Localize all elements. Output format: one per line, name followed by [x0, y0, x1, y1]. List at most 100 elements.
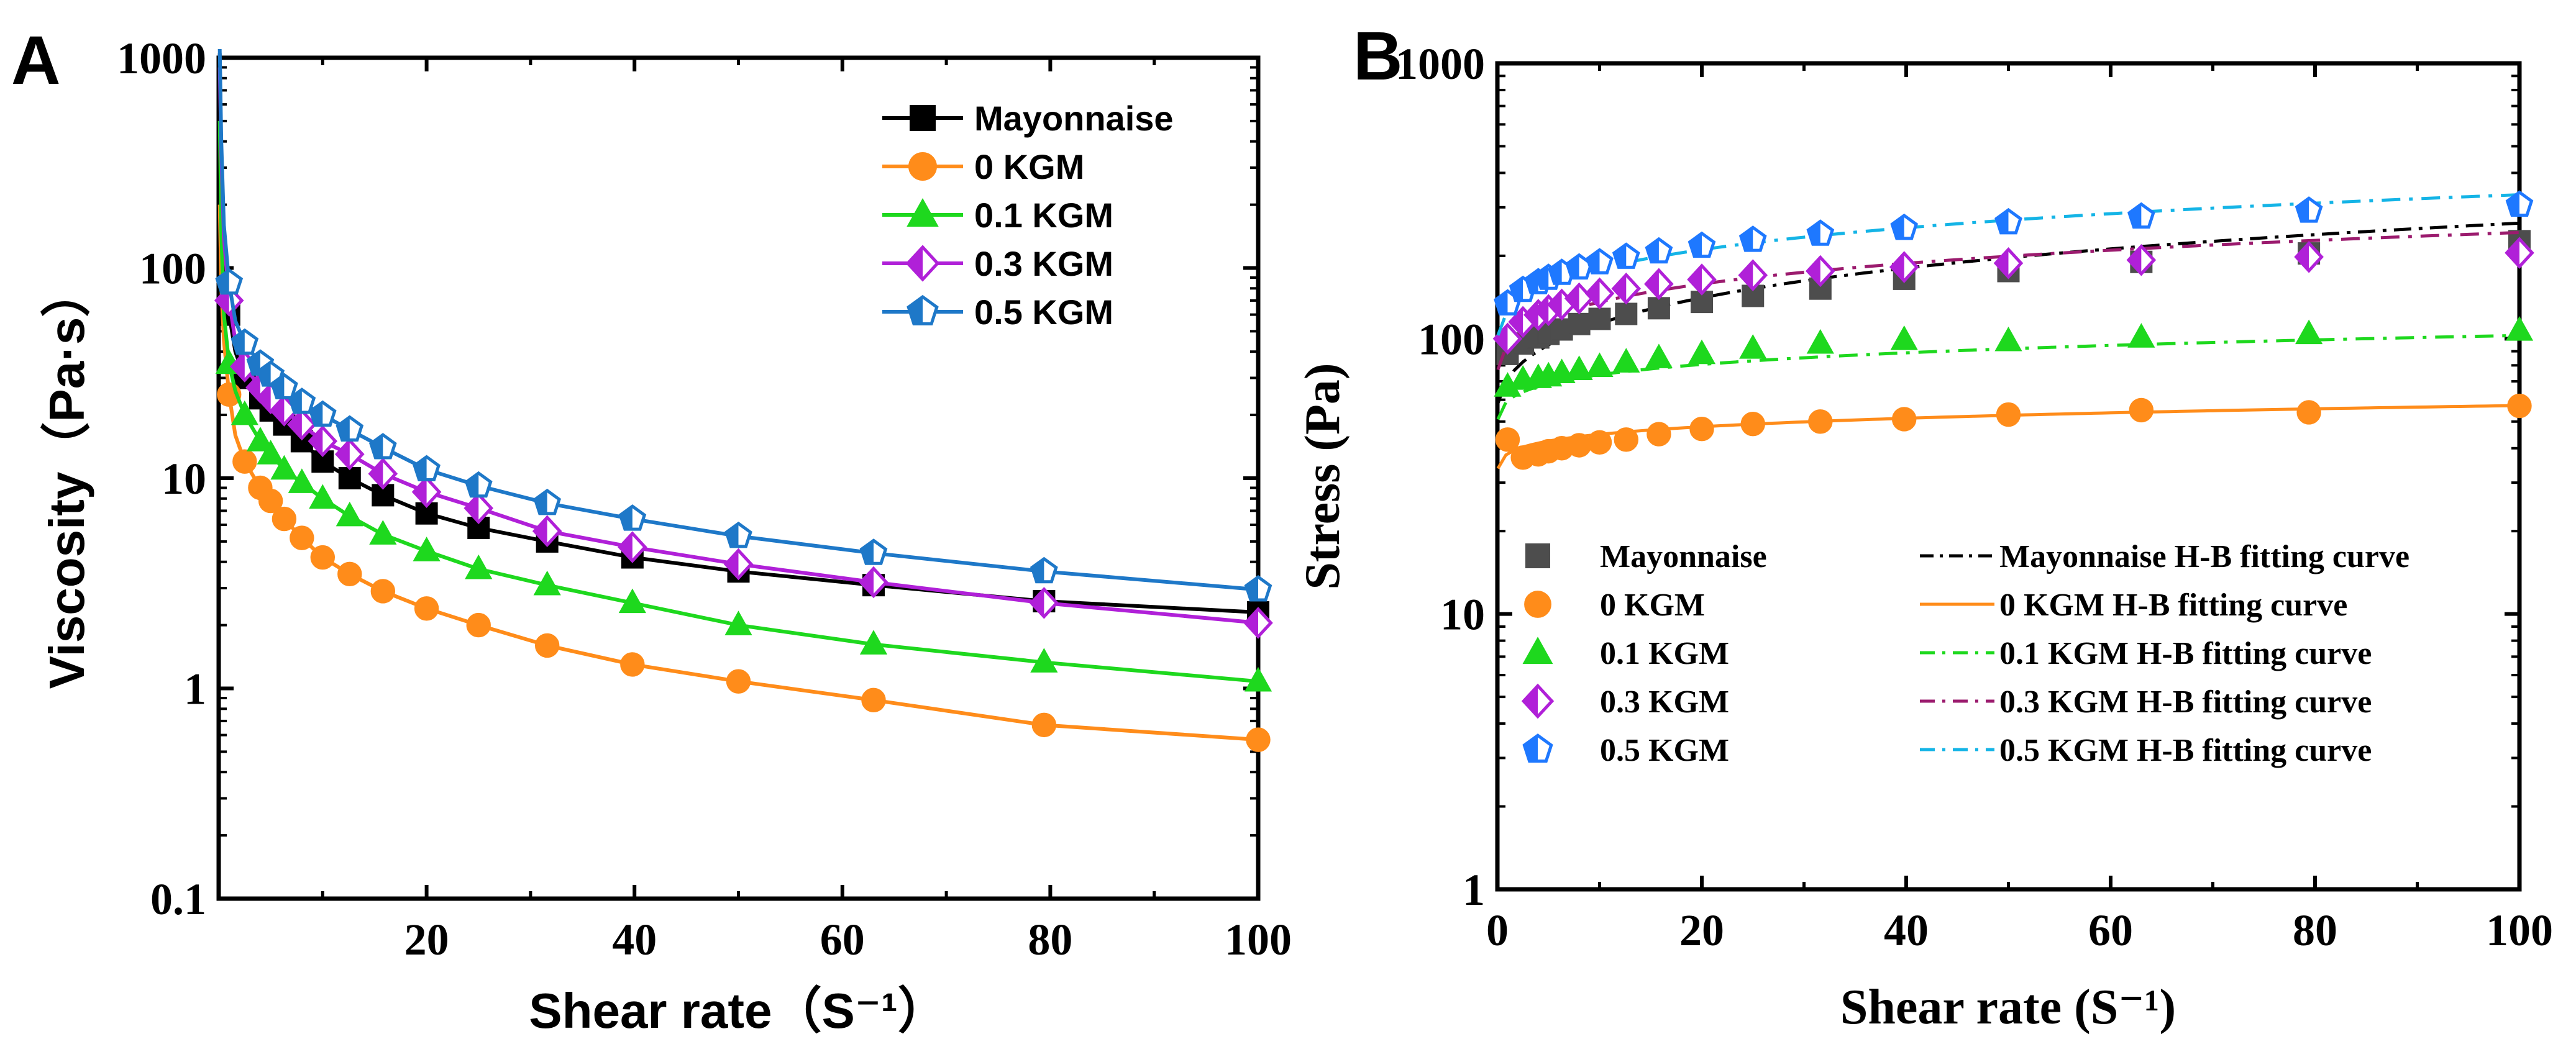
data-point: [338, 467, 361, 489]
legend-fit-label: 0.1 KGM H-B fitting curve: [1999, 636, 2372, 671]
data-point: [215, 268, 244, 295]
legend-marker: [907, 294, 939, 325]
panel-b-y-axis-label: Stress (Pa): [1295, 363, 1350, 589]
legend-marker: [905, 245, 940, 282]
panel-b-label: B: [1353, 18, 1402, 94]
data-point: [2507, 393, 2532, 419]
y-tick-label: 10: [162, 454, 206, 504]
data-point: [726, 669, 751, 694]
x-tick-label: 100: [1225, 915, 1292, 964]
legend-marker: [907, 197, 939, 227]
data-point: [1688, 339, 1716, 365]
data-point: [724, 610, 752, 635]
data-point: [620, 652, 645, 677]
data-point: [1688, 231, 1716, 258]
data-point: [414, 596, 439, 621]
data-point: [1611, 272, 1642, 305]
panel-a-x-axis-label: Shear rate（S⁻¹）: [529, 983, 948, 1038]
data-point: [308, 400, 337, 427]
data-point: [1495, 427, 1520, 452]
data-point: [1808, 409, 1833, 434]
data-point: [2127, 202, 2155, 229]
data-point: [1738, 259, 1768, 291]
data-point: [1030, 556, 1058, 584]
data-point: [1806, 219, 1835, 246]
panel-a-ticks: 20 40 60 80 100 0.1 1 10 100 1000: [117, 34, 1292, 964]
data-point: [1687, 263, 1717, 296]
data-point: [413, 455, 441, 481]
data-point: [1645, 343, 1673, 368]
data-point: [370, 579, 396, 604]
data-point: [1740, 411, 1765, 437]
data-point: [1588, 307, 1611, 330]
legend-marker: [1522, 733, 1553, 763]
series-0.1-kgm: [215, 120, 1272, 692]
data-point: [1806, 329, 1834, 354]
y-tick-label: 1000: [1395, 39, 1485, 89]
legend-label: Mayonnaise: [974, 99, 1174, 138]
data-point: [231, 328, 259, 355]
legend-marker: [910, 105, 936, 131]
legend-marker: [1525, 543, 1550, 568]
data-point: [533, 570, 561, 596]
panel-b-legend: Mayonnaise Mayonnaise H-B fitting curve 0 …: [1521, 539, 2409, 768]
data-point: [1031, 712, 1057, 738]
data-point: [1246, 727, 1271, 752]
legend-label: 0.5 KGM: [974, 293, 1113, 332]
data-point: [1993, 247, 2024, 279]
y-tick-label: 1: [1463, 865, 1485, 915]
x-tick-label: 100: [2486, 905, 2553, 955]
data-point: [1647, 297, 1670, 320]
legend-label: Mayonnaise: [1600, 539, 1767, 574]
data-point: [1614, 427, 1638, 452]
legend-marker: [1524, 591, 1551, 618]
x-tick-label: 20: [404, 915, 449, 964]
legend-marker: [908, 152, 937, 181]
legend-label: 0.3 KGM: [974, 244, 1113, 283]
legend-fit-label: 0 KGM H-B fitting curve: [1999, 587, 2347, 623]
data-point: [532, 515, 562, 548]
series-0.5-kgm: [215, 48, 1272, 602]
data-point: [465, 554, 493, 579]
fit-curve: [1496, 193, 2520, 336]
data-point: [2294, 241, 2324, 273]
data-point: [336, 415, 364, 442]
legend-label: 0 KGM: [974, 147, 1084, 186]
x-tick-label: 40: [1884, 905, 1929, 955]
data-point: [411, 476, 442, 508]
panel-b-x-axis-label: Shear rate (S⁻¹): [1840, 980, 2176, 1035]
data-point: [1647, 422, 1671, 447]
x-tick-label: 60: [820, 915, 865, 964]
data-point: [534, 633, 560, 658]
data-point: [2126, 243, 2157, 276]
data-point: [859, 566, 888, 599]
data-point: [1587, 430, 1612, 455]
data-point: [2296, 400, 2321, 425]
data-point: [288, 468, 316, 493]
data-point: [1030, 648, 1058, 673]
data-point: [466, 612, 491, 638]
data-point: [464, 471, 493, 498]
data-point: [2127, 323, 2155, 348]
legend-label: 0 KGM: [1600, 587, 1705, 623]
data-point: [859, 630, 888, 655]
data-point: [1586, 352, 1614, 378]
x-tick-label: 80: [2293, 905, 2337, 955]
data-point: [232, 449, 257, 474]
panel-a: A 20 40 60 80 100 0.1 1 10 100 1000 Viscosity（Pa·…: [11, 22, 1292, 1038]
data-point: [308, 425, 338, 458]
data-point: [1615, 302, 1638, 325]
data-point: [310, 545, 335, 570]
x-tick-label: 60: [2088, 905, 2133, 955]
data-point: [270, 455, 298, 480]
data-point: [1244, 574, 1272, 602]
data-point: [1612, 348, 1640, 373]
panel-a-label: A: [11, 22, 60, 99]
data-point: [1644, 268, 1674, 301]
data-point: [288, 388, 316, 414]
data-point: [246, 427, 275, 451]
data-point: [272, 506, 297, 532]
data-point: [369, 520, 397, 545]
data-point: [1689, 417, 1714, 442]
